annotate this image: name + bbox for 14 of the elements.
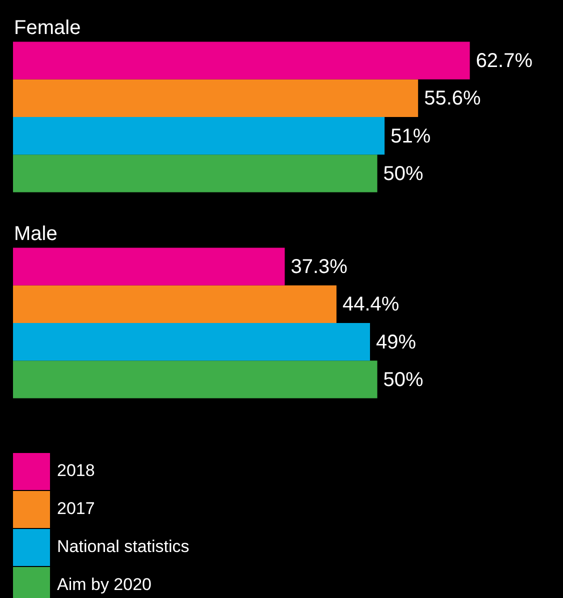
- data-label: 51%: [390, 125, 431, 148]
- data-label: 49%: [376, 331, 416, 354]
- data-label: 55.6%: [424, 88, 482, 110]
- data-label: 44.4%: [342, 294, 400, 316]
- data-label: 37.3%: [290, 256, 348, 278]
- legend-label: Aim by 2020: [57, 575, 152, 595]
- legend-label: National statistics: [57, 537, 190, 557]
- data-label: 50%: [383, 162, 424, 185]
- legend-label: 2017: [57, 499, 95, 519]
- y-tick-label: Female: [14, 16, 81, 39]
- y-tick-label: Male: [14, 222, 58, 245]
- legend-label: 2018: [57, 461, 95, 481]
- data-label: 62.7%: [476, 50, 533, 72]
- data-label: 50%: [383, 368, 424, 391]
